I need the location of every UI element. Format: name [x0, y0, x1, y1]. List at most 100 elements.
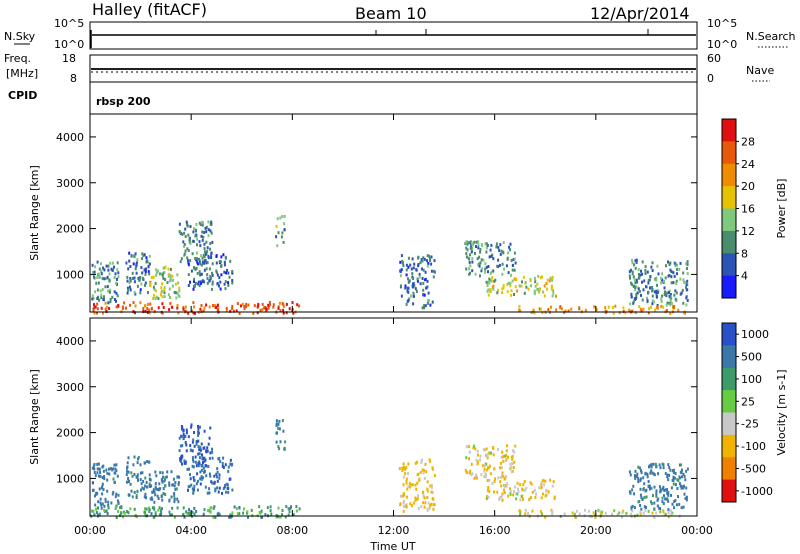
scatter-cell: [652, 494, 654, 498]
scatter-cell: [275, 440, 278, 444]
scatter-cell: [206, 449, 209, 453]
scatter-cell: [543, 284, 546, 288]
scatter-cell: [133, 280, 136, 284]
scatter-cell: [563, 512, 566, 516]
scatter-cell: [280, 235, 283, 239]
scatter-cell: [179, 260, 182, 264]
scatter-cell: [641, 260, 644, 264]
scatter-cell: [402, 501, 405, 505]
scatter-cell: [674, 264, 677, 268]
scatter-cell: [538, 486, 541, 490]
scatter-cell: [127, 470, 130, 474]
scatter-cell: [412, 282, 415, 286]
scatter-cells: [91, 214, 689, 315]
scatter-cell: [661, 305, 664, 309]
scatter-cell: [578, 307, 581, 311]
scatter-cell: [587, 509, 590, 513]
scatter-cell: [270, 512, 273, 516]
colorbar-tick-label: 12: [741, 225, 755, 238]
scatter-cell: [188, 239, 191, 243]
scatter-cell: [185, 220, 188, 224]
scatter-cell: [193, 512, 196, 516]
scatter-cell: [487, 293, 490, 297]
scatter-cell: [543, 483, 546, 487]
scatter-cell: [480, 269, 483, 273]
scatter-cell: [167, 274, 170, 278]
scatter-cell: [653, 516, 656, 519]
scatter-cell: [513, 489, 515, 493]
scatter-cell: [187, 488, 189, 492]
scatter-cell: [675, 503, 678, 507]
scatter-cell: [229, 309, 232, 313]
scatter-cell: [207, 442, 210, 446]
scatter-cell: [164, 484, 167, 488]
scatter-cell: [204, 226, 207, 230]
scatter-cell: [108, 467, 110, 471]
colorbar-segment: [722, 253, 736, 276]
scatter-cells: [90, 419, 689, 519]
scatter-cell: [638, 305, 641, 309]
scatter-cell: [154, 470, 157, 474]
scatter-cell: [529, 481, 532, 485]
scatter-cell: [127, 288, 130, 292]
scatter-cell: [209, 474, 212, 478]
scatter-cell: [422, 256, 425, 260]
scatter-cell: [145, 496, 147, 500]
scatter-cell: [129, 278, 132, 282]
scatter-cell: [545, 488, 548, 492]
scatter-cell: [173, 500, 176, 504]
y-tick-label: 3000: [56, 381, 84, 394]
scatter-cell: [653, 485, 656, 489]
scatter-cell: [407, 286, 410, 290]
scatter-cell: [162, 306, 165, 309]
scatter-cell: [116, 294, 119, 298]
scatter-cell: [404, 472, 407, 476]
x-axis-label: Time UT: [369, 540, 415, 553]
scatter-cell: [540, 481, 543, 485]
scatter-cell: [163, 271, 166, 274]
scatter-cell: [155, 474, 158, 478]
scatter-cell: [169, 301, 172, 305]
scatter-cell: [509, 462, 512, 466]
scatter-cell: [483, 469, 486, 473]
scatter-cell: [147, 265, 150, 269]
scatter-cell: [405, 495, 408, 499]
scatter-cell: [242, 511, 245, 515]
scatter-cell: [164, 278, 167, 281]
scatter-cell: [405, 273, 408, 277]
scatter-cell: [152, 506, 154, 510]
y-tick-label: 3000: [56, 177, 84, 190]
scatter-cell: [639, 493, 642, 497]
scatter-cell: [635, 475, 638, 478]
scatter-cell: [485, 497, 488, 501]
scatter-cell: [214, 516, 217, 519]
scatter-cell: [402, 509, 405, 513]
scatter-cell: [429, 459, 432, 463]
scatter-cell: [195, 464, 198, 468]
scatter-cell: [401, 261, 404, 265]
scatter-cell: [634, 259, 637, 263]
scatter-cell: [142, 254, 145, 258]
scatter-cell: [113, 265, 115, 269]
scatter-cell: [208, 436, 211, 440]
scatter-cell: [679, 261, 682, 265]
scatter-cell: [112, 477, 115, 481]
scatter-cell: [111, 468, 114, 472]
scatter-cell: [92, 271, 94, 274]
scatter-cell: [182, 436, 185, 440]
scatter-cell: [281, 509, 284, 512]
scatter-cell: [212, 515, 215, 519]
scatter-cell: [281, 301, 284, 305]
scatter-cell: [198, 260, 201, 264]
scatter-cell: [146, 260, 149, 264]
scatter-cell: [422, 268, 425, 272]
scatter-cell: [402, 462, 405, 466]
nave-tick-bottom: 0: [707, 72, 714, 85]
scatter-cell: [187, 485, 190, 489]
scatter-cell: [102, 298, 105, 302]
scatter-cell: [484, 262, 487, 266]
scatter-cell: [679, 470, 682, 474]
scatter-cell: [407, 290, 410, 294]
scatter-cell: [486, 495, 488, 499]
scatter-cell: [215, 271, 218, 275]
